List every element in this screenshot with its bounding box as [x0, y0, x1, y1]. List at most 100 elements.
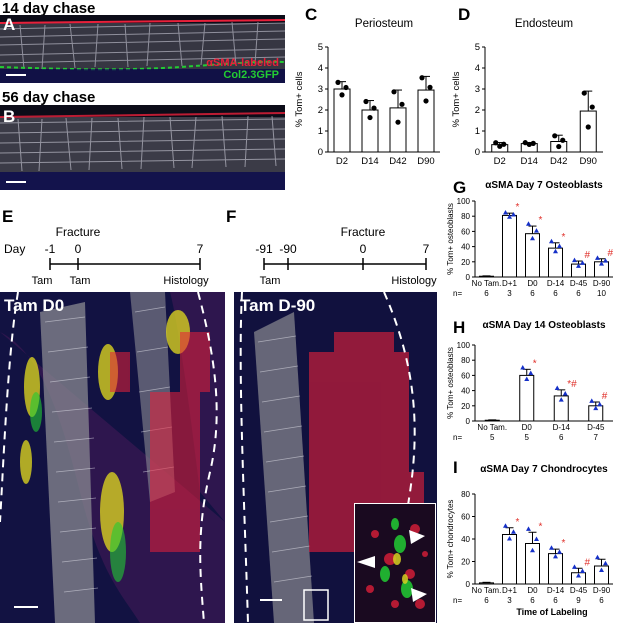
chart-h-point — [589, 398, 595, 403]
chart-d-endosteum: Endosteum % Tom+ cells 0 1 2 3 4 5 D2 D14 D42 D90 — [451, 18, 603, 167]
chart-i-point — [576, 572, 581, 578]
chart-h-ytick-label: 40 — [461, 387, 470, 396]
chart-i-point — [511, 529, 516, 534]
timeline-e: Fracture Day -1 0 7 Tam Tam Histology — [4, 225, 209, 287]
chart-h-n-value: 5 — [525, 433, 530, 442]
chart-d-point — [581, 90, 587, 96]
chart-d-bar — [579, 110, 597, 153]
chart-g-title: αSMA Day 7 Osteoblasts — [485, 180, 603, 191]
timeline-e-tick-1: -1 — [45, 242, 56, 256]
chart-i-ytick-label: 20 — [461, 558, 470, 567]
chart-h-point — [593, 405, 599, 411]
chart-i-xlabel: Time of Labeling — [516, 607, 587, 617]
chart-d-xtick-label: D90 — [580, 156, 597, 167]
chart-h-point — [558, 397, 564, 402]
chart-i-point — [557, 549, 562, 554]
chart-i-n-value: 6 — [599, 596, 604, 605]
chart-g-point — [603, 258, 608, 263]
panel-letter-a: A — [3, 15, 16, 34]
chart-d-xtick-label: D2 — [494, 156, 506, 167]
chart-h-point — [554, 385, 560, 391]
chart-d-point — [552, 133, 558, 139]
chart-i-ytick-label: 0 — [466, 580, 471, 589]
chart-g-xtick-label: D-14 — [547, 279, 565, 288]
chart-h-point — [520, 364, 526, 370]
chart-h-point — [524, 376, 530, 382]
chart-i-point — [553, 553, 558, 559]
chart-c-point — [335, 79, 341, 85]
chart-h-xtick-label: No Tam. — [477, 423, 507, 432]
chart-i-point — [507, 536, 512, 541]
chart-h-n-value: 6 — [559, 433, 564, 442]
chart-d-ytick-label: 1 — [475, 126, 480, 137]
chart-c-point — [427, 84, 433, 90]
chart-d-title: Endosteum — [515, 18, 573, 30]
chart-c-point — [423, 98, 429, 104]
chart-g-point — [549, 238, 554, 244]
chart-i-ylabel: % Tom+ chondrocytes — [446, 500, 455, 579]
chart-i-bar — [502, 534, 517, 585]
chart-i-point — [595, 554, 600, 560]
image-label-f: Tam D-90 — [240, 296, 316, 315]
chart-c-point — [399, 101, 405, 107]
chart-i-n-value: 6 — [553, 596, 558, 605]
chart-d-point — [589, 104, 595, 110]
chart-g-xtick-label: D-90 — [593, 279, 611, 288]
chart-g-day7-osteoblasts: αSMA Day 7 Osteoblasts % Tom+ osteoblasts… — [446, 180, 614, 298]
timeline-e-title: Fracture — [56, 225, 101, 239]
chart-c-point — [419, 75, 425, 81]
chart-g-n-value: 6 — [553, 289, 558, 298]
chart-g-n-label: n= — [453, 289, 462, 298]
chart-g-point — [507, 214, 512, 219]
chart-h-bar — [519, 374, 535, 422]
chart-c-xtick-label: D90 — [417, 156, 434, 167]
chart-g-point — [595, 255, 600, 260]
chart-c-point — [363, 98, 369, 105]
timeline-f-tick-3: 0 — [360, 242, 367, 256]
chart-h-ylabel: % Tom+ osteoblasts — [446, 347, 455, 419]
chart-i-significance: * — [562, 538, 566, 549]
chart-d-point — [530, 140, 536, 146]
chart-h-ytick-label: 20 — [461, 402, 470, 411]
chart-h-significance: # — [602, 391, 608, 402]
inset-zoom — [354, 503, 436, 623]
chart-c-point — [343, 84, 349, 91]
chart-h-significance: * — [533, 358, 537, 369]
chart-c-bar — [389, 107, 407, 153]
chart-i-point — [599, 567, 604, 573]
timeline-e-event-3: Histology — [163, 275, 209, 287]
chart-i-point — [549, 545, 554, 550]
chart-d-point — [522, 140, 528, 146]
chart-c-ytick-label: 3 — [318, 84, 323, 95]
chart-d-point — [526, 141, 532, 148]
timeline-f-title: Fracture — [341, 225, 386, 239]
chart-g-bar — [502, 214, 517, 278]
panel-letter-e: E — [2, 207, 14, 226]
timeline-e-tick-3: 7 — [197, 242, 204, 256]
chart-i-point — [580, 568, 585, 573]
chart-c-xtick-label: D42 — [389, 156, 406, 167]
chart-c-periosteum: Periosteum % Tom+ cells 0 1 2 3 4 5 D2 D14 D42 D90 — [294, 18, 440, 167]
chart-h-ytick-label: 100 — [457, 341, 471, 350]
chart-i-n-value: 6 — [530, 596, 535, 605]
chart-d-point — [556, 143, 562, 150]
chart-c-xtick-label: D2 — [336, 156, 348, 167]
timeline-e-event-1: Tam — [32, 275, 53, 287]
chart-h-xtick-label: D-14 — [553, 423, 571, 432]
chart-g-xtick-label: D0 — [527, 279, 538, 288]
chart-h-xtick-label: D-45 — [587, 423, 605, 432]
chart-i-significance: # — [585, 557, 591, 568]
chart-g-significance: # — [608, 248, 614, 259]
panel-letter-b: B — [3, 107, 16, 126]
chart-g-ytick-label: 0 — [466, 273, 471, 282]
chart-i-point — [572, 564, 577, 569]
chart-g-point — [553, 248, 558, 254]
chart-g-ytick-label: 100 — [457, 197, 471, 206]
chart-c-ylabel: % Tom+ cells — [294, 71, 305, 127]
chart-i-xtick-label: D-45 — [570, 586, 588, 595]
timeline-f-tick-4: 7 — [423, 242, 430, 256]
timeline-e-day-label: Day — [4, 242, 25, 256]
chart-c-point — [367, 114, 373, 121]
chart-g-point — [526, 221, 531, 226]
chart-i-point — [526, 526, 531, 531]
